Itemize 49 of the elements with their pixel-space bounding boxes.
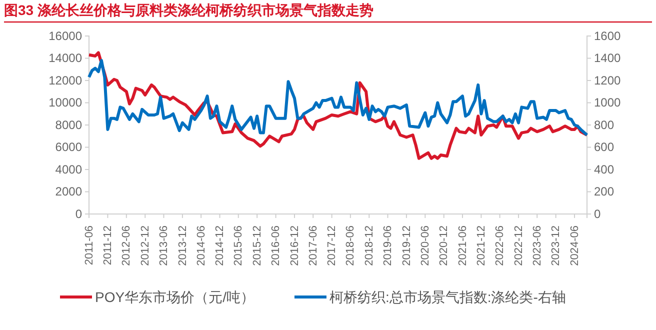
y-tick-label: 10000 [48, 96, 82, 110]
y2-tick-label: 600 [594, 140, 614, 154]
x-tick-label: 2019-12 [400, 226, 413, 266]
x-tick-label: 2020-06 [419, 226, 432, 266]
x-tick-label: 2011-12 [102, 226, 114, 266]
y-tick-label: 0 [75, 206, 82, 221]
chart-title: 图33 涤纶长丝价格与原料类涤纶柯桥纺织市场景气指数走势 [4, 2, 374, 18]
x-tick-label: 2021-12 [475, 226, 488, 266]
x-tick-label: 2017-06 [307, 226, 320, 266]
y2-tick-label: 0 [594, 206, 601, 221]
y-tick-label: 12000 [48, 73, 82, 88]
x-tick-label: 2020-12 [438, 226, 450, 266]
x-tick-label: 2023-06 [531, 226, 544, 266]
y2-tick-label: 400 [594, 162, 614, 176]
y-tick-label: 8000 [55, 118, 82, 132]
x-tick-label: 2013-06 [158, 226, 170, 266]
x-tick-label: 2018-12 [363, 226, 376, 266]
x-tick-label: 2019-06 [382, 226, 394, 266]
x-tick-label: 2022-12 [512, 226, 525, 266]
x-tick-label: 2016-12 [288, 226, 301, 266]
x-tick-label: 2024-06 [568, 226, 581, 266]
y2-tick-label: 1000 [594, 96, 622, 110]
y-tick-label: 16000 [48, 28, 82, 43]
x-tick-label: 2022-06 [494, 226, 506, 266]
x-tick-label: 2014-06 [195, 226, 208, 266]
legend-label: 柯桥纺织:总市场景气指数:涤纶类-右轴 [329, 289, 566, 305]
y-tick-label: 4000 [55, 162, 82, 176]
x-tick-label: 2014-12 [214, 226, 226, 266]
y2-tick-label: 200 [594, 184, 614, 199]
x-tick-label: 2015-12 [251, 226, 264, 266]
line-series [88, 58, 588, 137]
x-tick-label: 2017-12 [326, 226, 338, 266]
x-tick-label: 2011-06 [83, 226, 96, 266]
x-tick-label: 2023-12 [550, 226, 562, 266]
x-tick-label: 2012-12 [139, 226, 152, 266]
x-tick-label: 2018-06 [344, 226, 357, 266]
y2-tick-label: 1400 [594, 51, 622, 66]
y-tick-label: 2000 [55, 184, 82, 199]
legend-label: POY华东市场价（元/吨） [95, 289, 254, 305]
y2-tick-label: 800 [594, 118, 614, 132]
y2-tick-label: 1200 [594, 73, 622, 88]
x-tick-label: 2015-06 [232, 226, 245, 266]
y-tick-label: 6000 [55, 140, 82, 154]
x-tick-label: 2016-06 [270, 226, 282, 266]
y-tick-label: 14000 [48, 51, 82, 66]
x-tick-label: 2021-06 [456, 226, 469, 266]
x-tick-label: 2013-12 [176, 226, 189, 266]
x-tick-label: 2012-06 [120, 226, 133, 266]
y2-tick-label: 1600 [594, 28, 622, 43]
